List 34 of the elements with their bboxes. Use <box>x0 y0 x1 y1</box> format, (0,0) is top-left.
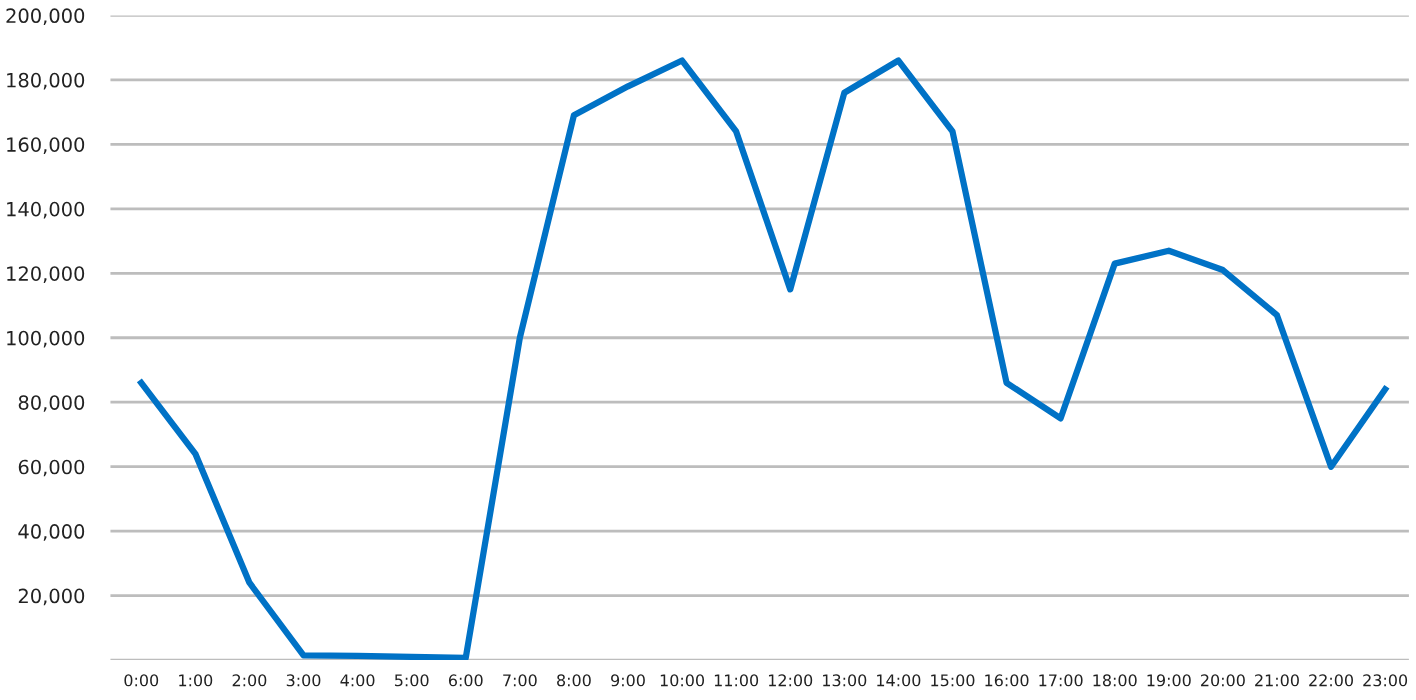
y-tick-label: 140,000 <box>7 201 85 219</box>
y-tick-label: 180,000 <box>7 72 85 90</box>
y-tick-label: 200,000 <box>6 8 85 26</box>
y-tick-label: 20,000 <box>18 588 85 606</box>
x-tick-label: 0:00 <box>124 674 159 687</box>
x-tick-label: 4:00 <box>340 674 375 687</box>
x-tick-label: 19:00 <box>1147 674 1191 687</box>
y-tick-label: 100,000 <box>7 330 85 348</box>
x-tick-label: 8:00 <box>557 674 591 687</box>
x-tick-label: 23:00 <box>1363 674 1408 687</box>
x-tick-label: 5:00 <box>394 674 429 687</box>
x-tick-label: 12:00 <box>768 674 813 687</box>
x-tick-label: 11:00 <box>714 674 759 687</box>
x-tick-label: 6:00 <box>448 674 483 687</box>
x-tick-label: 18:00 <box>1093 674 1137 687</box>
y-tick-label: 80,000 <box>18 395 85 412</box>
x-tick-label: 13:00 <box>823 674 867 687</box>
x-tick-label: 14:00 <box>877 674 921 687</box>
y-tick-label: 120,000 <box>7 266 85 283</box>
x-tick-label: 9:00 <box>611 674 645 687</box>
x-tick-label: 1:00 <box>179 674 213 687</box>
x-tick-label: 7:00 <box>503 674 537 687</box>
x-tick-label: 15:00 <box>931 674 975 687</box>
y-tick-label: 160,000 <box>7 137 85 154</box>
x-tick-label: 3:00 <box>286 674 321 687</box>
x-tick-label: 17:00 <box>1039 674 1083 687</box>
x-tick-label: 21:00 <box>1255 674 1299 687</box>
x-tick-label: 2:00 <box>232 674 267 687</box>
x-tick-label: 20:00 <box>1201 674 1245 687</box>
x-tick-label: 10:00 <box>660 674 705 687</box>
x-tick-label: 22:00 <box>1309 674 1353 687</box>
y-tick-label: 40,000 <box>18 524 85 541</box>
x-tick-label: 16:00 <box>985 674 1029 687</box>
y-tick-label: 60,000 <box>18 459 85 477</box>
